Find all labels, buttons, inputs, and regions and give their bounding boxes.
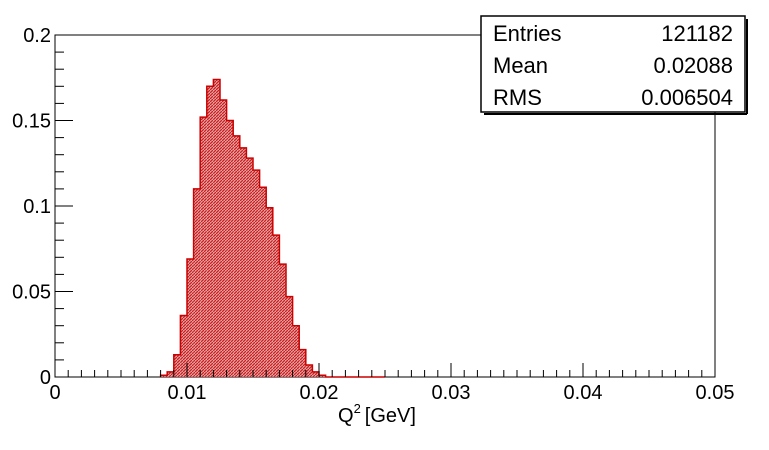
y-axis: 0 0.05 0.1 0.15 0.2 bbox=[12, 25, 73, 389]
x-tick-label: 0.03 bbox=[432, 382, 471, 404]
x-tick-label: 0.04 bbox=[564, 382, 603, 404]
stats-value-rms: 0.006504 bbox=[641, 85, 733, 110]
histogram-bar bbox=[279, 264, 286, 377]
y-tick-label: 0.1 bbox=[23, 196, 51, 218]
histogram-bar bbox=[292, 325, 300, 377]
histogram-bar bbox=[187, 259, 194, 377]
stats-label-mean: Mean bbox=[493, 53, 548, 78]
x-tick-label: 0.02 bbox=[300, 382, 339, 404]
histogram-bar bbox=[253, 170, 260, 377]
histogram-bar bbox=[226, 120, 234, 377]
y-tick-label: 0.05 bbox=[12, 282, 51, 304]
stats-label-rms: RMS bbox=[493, 85, 542, 110]
histogram-bar bbox=[319, 375, 326, 377]
histogram-bar bbox=[173, 354, 181, 377]
y-tick-label: 0 bbox=[40, 367, 51, 389]
histogram-bar bbox=[312, 371, 319, 377]
histogram-bar bbox=[286, 296, 293, 377]
histogram-bars bbox=[159, 78, 385, 378]
y-tick-label: 0.2 bbox=[23, 25, 51, 47]
histogram-bar bbox=[239, 147, 247, 377]
y-tick-label: 0.15 bbox=[12, 111, 51, 133]
stats-label-entries: Entries bbox=[493, 21, 561, 46]
histogram-bar bbox=[160, 375, 168, 377]
histogram-bar bbox=[180, 315, 187, 377]
histogram-bar bbox=[233, 135, 240, 377]
histogram-bar bbox=[167, 371, 174, 377]
histogram-bar bbox=[220, 99, 227, 377]
histogram-bar bbox=[200, 117, 207, 377]
histogram-bar bbox=[206, 86, 214, 378]
histogram-bar bbox=[272, 235, 280, 377]
x-axis-title: Q2 [GeV] bbox=[338, 401, 416, 427]
histogram-bar bbox=[259, 187, 267, 377]
x-axis-title-superscript: 2 bbox=[354, 401, 361, 416]
histogram-bar bbox=[213, 79, 220, 378]
stats-box: Entries 121182 Mean 0.02088 RMS 0.006504 bbox=[480, 15, 748, 115]
x-tick-label: 0 bbox=[49, 382, 60, 404]
histogram-bar bbox=[305, 365, 313, 377]
histogram-bar bbox=[246, 158, 253, 377]
x-tick-label: 0.05 bbox=[696, 382, 735, 404]
stats-value-mean: 0.02088 bbox=[653, 53, 733, 78]
stats-value-entries: 121182 bbox=[661, 21, 733, 46]
x-axis: 0 0.01 0.02 0.03 0.04 0.05 bbox=[49, 363, 734, 404]
histogram-outline bbox=[159, 78, 385, 378]
x-tick-label: 0.01 bbox=[168, 382, 207, 404]
histogram-bar bbox=[266, 207, 273, 377]
histogram-bar bbox=[193, 188, 201, 377]
histogram-bar bbox=[299, 349, 306, 377]
